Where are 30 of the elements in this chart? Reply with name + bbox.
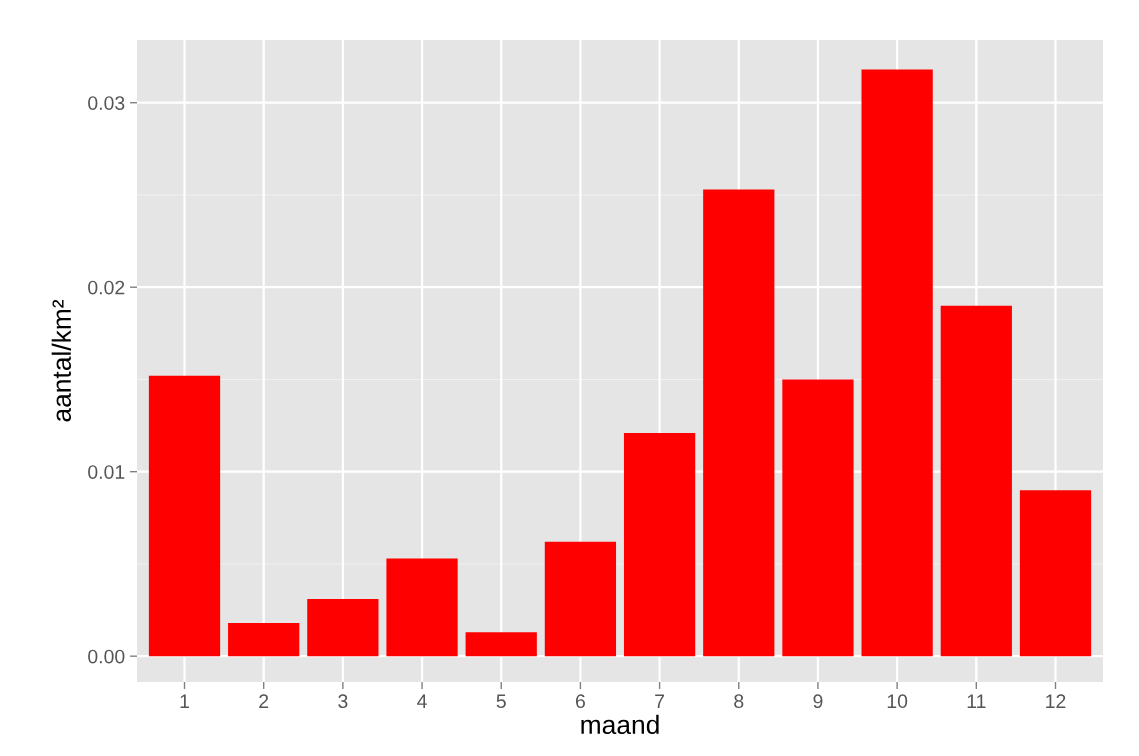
x-tick-label: 5: [496, 694, 506, 709]
bar: [623, 432, 696, 657]
bar: [148, 375, 221, 657]
x-tick-label: 11: [967, 694, 986, 708]
x-tick-label: 2: [259, 694, 269, 708]
y-tick-label: 0.03: [88, 96, 125, 110]
bar: [782, 379, 854, 657]
y-tick-label: 0.00: [88, 649, 125, 664]
x-tick-label: 8: [734, 694, 744, 709]
x-tick-label: 12: [1046, 694, 1066, 708]
x-axis-title: maand: [581, 714, 659, 735]
bar: [228, 622, 300, 657]
x-tick-label: 7: [655, 694, 665, 708]
x-tick-label: 6: [575, 694, 585, 709]
bar: [544, 541, 617, 657]
y-axis-title: aantal/km²: [51, 299, 72, 422]
bar: [861, 69, 933, 657]
bar: [1019, 490, 1092, 657]
x-tick-label: 1: [180, 694, 189, 708]
x-tick-label: 3: [338, 694, 348, 709]
bar: [940, 305, 1012, 657]
bar: [703, 189, 775, 657]
y-tick-label: 0.02: [88, 280, 125, 295]
y-tick-label: 0.01: [88, 465, 125, 479]
x-tick-label: 9: [813, 694, 823, 709]
bar: [307, 598, 379, 657]
bar: [386, 558, 458, 657]
bar: [465, 632, 537, 657]
x-tick-label: 10: [887, 694, 908, 709]
x-tick-label: 4: [417, 694, 427, 708]
